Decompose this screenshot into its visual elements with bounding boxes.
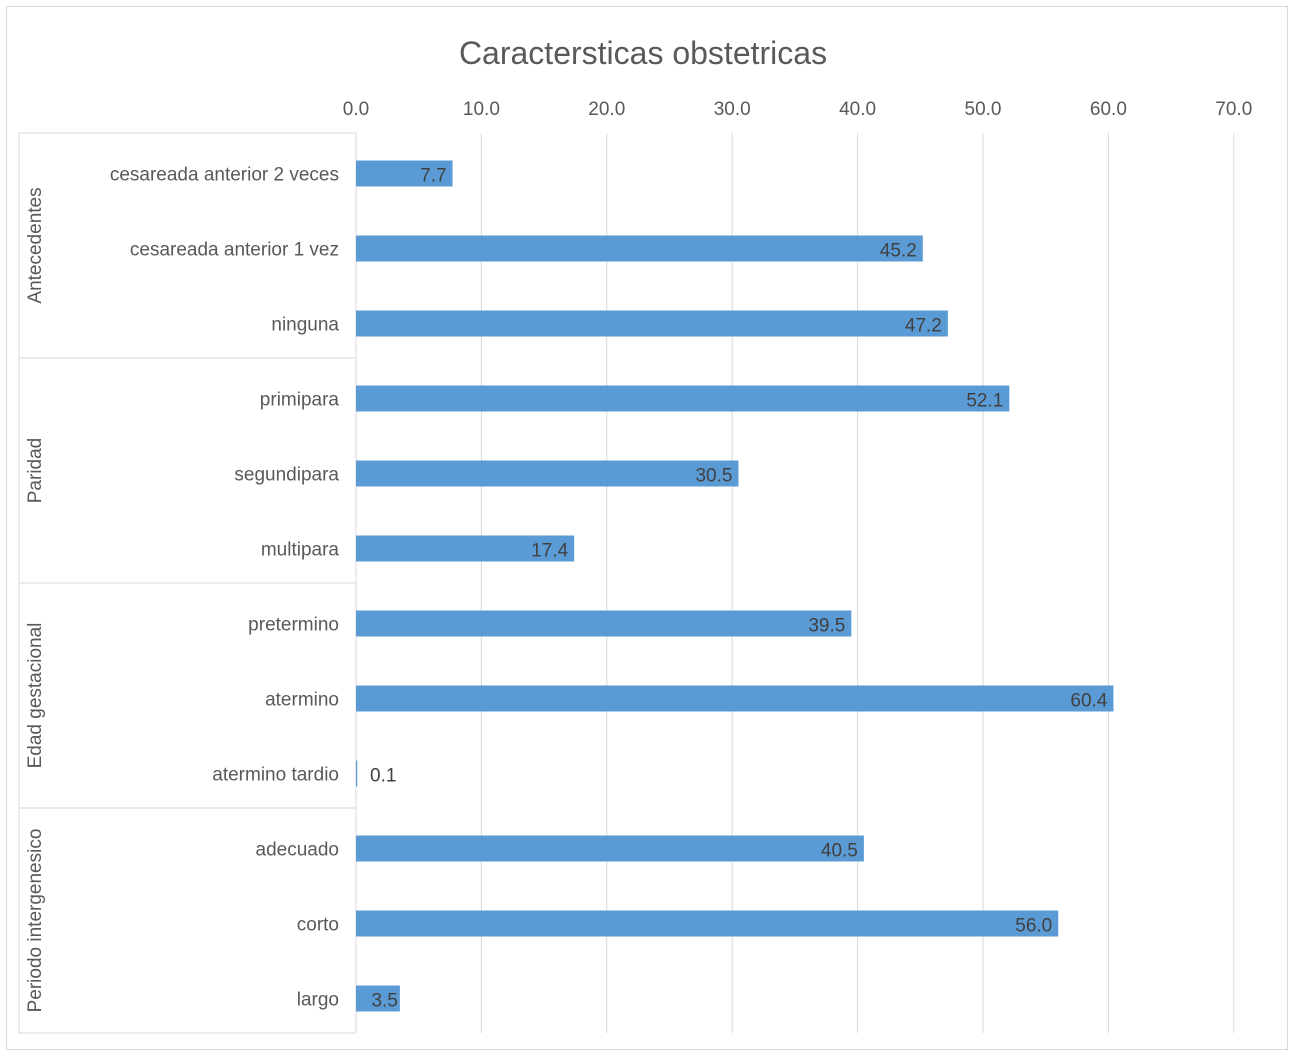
bar — [356, 385, 1010, 412]
chart-svg: Caractersticas obstetricas 0.0 10.0 20.0 30… — [18, 35, 1252, 1034]
x-tick-label: 20.0 — [588, 99, 625, 120]
x-tick-label: 50.0 — [965, 99, 1002, 120]
x-tick-label: 0.0 — [343, 99, 369, 120]
data-label: 40.5 — [821, 841, 858, 862]
category-label: ninguna — [271, 315, 339, 336]
data-label: 47.2 — [905, 316, 942, 337]
category-label: adecuado — [256, 840, 339, 861]
bar — [356, 235, 923, 262]
group-label: Antecedentes — [25, 187, 46, 303]
label-layer: 7.7 45.2 47.2 52.1 30.5 17.4 39.5 60.4 0.1 40.5 56… — [370, 166, 1108, 1012]
bar — [356, 685, 1114, 712]
group-label: Edad gestacional — [25, 623, 46, 769]
axis-layer: 0.0 10.0 20.0 30.0 40.0 50.0 60.0 70.0 Anteceden… — [18, 99, 1252, 1034]
data-label: 60.4 — [1070, 691, 1107, 712]
bar-layer — [356, 160, 1114, 1012]
bar — [356, 160, 453, 187]
bar — [356, 835, 864, 862]
data-label: 39.5 — [808, 616, 845, 637]
data-label: 56.0 — [1015, 916, 1052, 937]
data-label: 7.7 — [420, 166, 446, 187]
data-label: 0.1 — [370, 766, 396, 787]
bar — [356, 535, 575, 562]
bar — [356, 985, 400, 1012]
chart-frame: Caractersticas obstetricas 0.0 10.0 20.0 30… — [6, 6, 1288, 1050]
category-label: cesareada anterior 1 vez — [130, 240, 339, 261]
x-tick-label: 60.0 — [1090, 99, 1127, 120]
category-label: atermino tardio — [212, 765, 339, 786]
category-label: largo — [297, 990, 339, 1011]
chart-title: Caractersticas obstetricas — [459, 35, 827, 71]
bar — [356, 610, 852, 637]
group-label: Paridad — [25, 438, 46, 504]
category-label: atermino — [265, 690, 339, 711]
category-label: pretermino — [248, 615, 339, 636]
category-label: corto — [297, 915, 339, 936]
x-tick-label: 10.0 — [463, 99, 500, 120]
category-label: primipara — [260, 390, 340, 411]
data-label: 52.1 — [966, 391, 1003, 412]
x-tick-label: 40.0 — [839, 99, 876, 120]
data-label: 17.4 — [531, 541, 568, 562]
bar — [356, 910, 1059, 937]
category-label: cesareada anterior 2 veces — [110, 165, 339, 186]
grid-layer — [355, 133, 1235, 1033]
bar — [356, 460, 739, 487]
category-label: segundipara — [234, 465, 339, 486]
bar — [356, 760, 358, 787]
x-tick-label: 70.0 — [1215, 99, 1252, 120]
category-label: multipara — [261, 540, 340, 561]
data-label: 30.5 — [695, 466, 732, 487]
group-label: Periodo intergenesico — [25, 829, 46, 1013]
data-label: 45.2 — [880, 241, 917, 262]
bar — [356, 310, 948, 337]
data-label: 3.5 — [371, 991, 397, 1012]
x-tick-label: 30.0 — [714, 99, 751, 120]
